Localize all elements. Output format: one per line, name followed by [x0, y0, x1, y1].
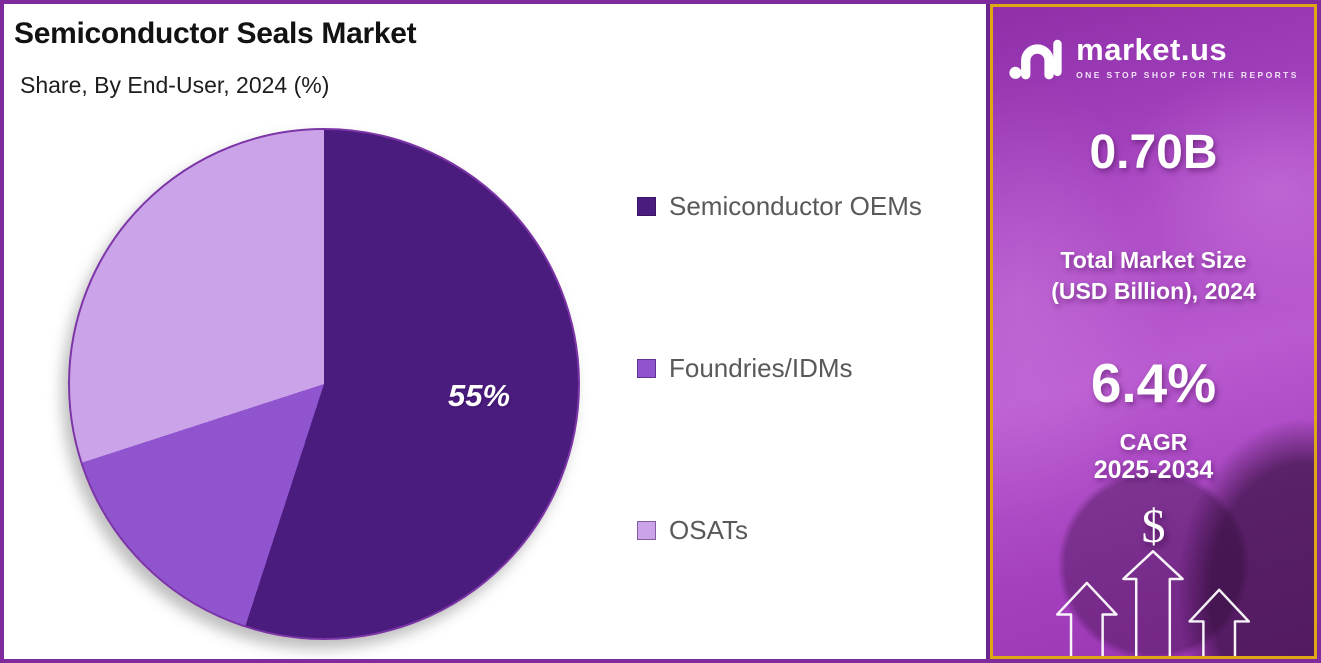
legend-swatch-icon [637, 358, 656, 378]
brand-text-block: market.us ONE STOP SHOP FOR THE REPORTS [1076, 32, 1299, 81]
dollar-icon: $ [1141, 500, 1166, 553]
promo-panel: market.us ONE STOP SHOP FOR THE REPORTS … [990, 4, 1317, 659]
brand-tagline: ONE STOP SHOP FOR THE REPORTS [1076, 70, 1299, 80]
legend-label: Semiconductor OEMs [669, 191, 922, 221]
brand-name: market.us [1076, 32, 1228, 67]
market-size-label-line2: (USD Billion), 2024 [1051, 278, 1256, 304]
cagr-period: 2025-2034 [1093, 456, 1214, 484]
panel-divider [986, 4, 990, 659]
marketus-logo-icon [1009, 39, 1062, 80]
legend-item-foundries-idms: Foundries/IDMs [637, 355, 853, 381]
legend-swatch-icon [637, 520, 656, 540]
market-size-label-line1: Total Market Size [1060, 247, 1247, 273]
cagr-value: 6.4% [1090, 352, 1217, 414]
legend-swatch-icon [637, 196, 656, 216]
brand-logo: market.us ONE STOP SHOP FOR THE REPORTS [993, 29, 1314, 85]
growth-arrows-icon [1055, 550, 1251, 656]
chart-title: Semiconductor Seals Market [14, 17, 417, 50]
pie-chart [68, 128, 580, 640]
chart-legend: Semiconductor OEMs Foundries/IDMs OSATs [637, 4, 977, 659]
market-size-value: 0.70B [1089, 126, 1218, 179]
legend-item-semiconductor-oems: Semiconductor OEMs [637, 193, 922, 219]
cagr-label: CAGR [1119, 429, 1188, 455]
legend-label: OSATs [669, 515, 748, 545]
chart-subtitle: Share, By End-User, 2024 (%) [20, 72, 330, 98]
pie-slice-data-label: 55% [447, 378, 511, 413]
market-size-label: Total Market Size (USD Billion), 2024 [993, 245, 1314, 307]
legend-label: Foundries/IDMs [669, 353, 853, 383]
legend-item-osats: OSATs [637, 517, 748, 543]
